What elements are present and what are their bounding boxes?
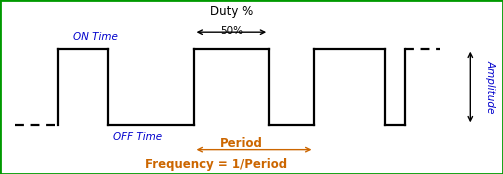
Text: Amplitude: Amplitude	[485, 60, 495, 114]
Text: 50%: 50%	[220, 26, 243, 36]
Text: Period: Period	[220, 137, 263, 150]
Text: ON Time: ON Time	[73, 32, 118, 42]
Text: OFF Time: OFF Time	[113, 132, 162, 142]
Text: Duty %: Duty %	[210, 5, 253, 18]
Text: Frequency = 1/Period: Frequency = 1/Period	[145, 157, 287, 171]
